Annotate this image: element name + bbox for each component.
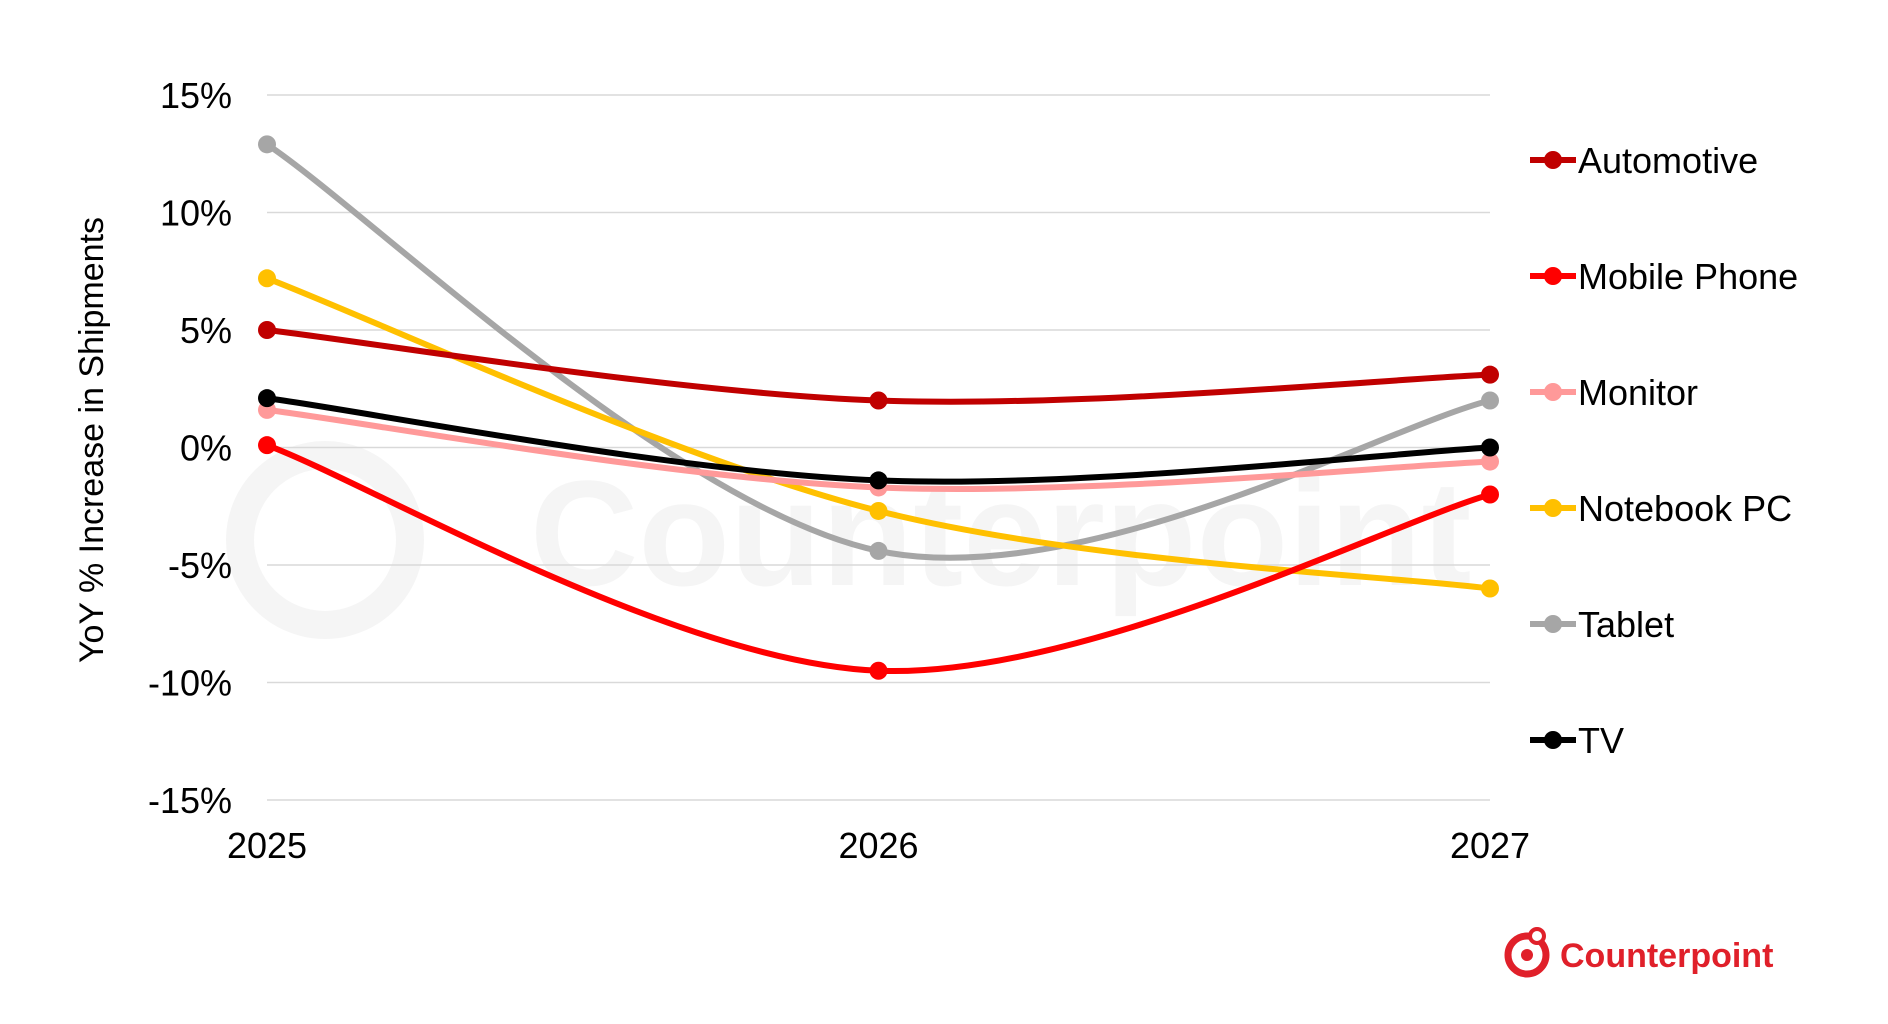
legend-item: Notebook PC	[1530, 488, 1792, 529]
y-tick-label: 5%	[180, 310, 232, 351]
legend-marker	[1544, 383, 1562, 401]
legend-label: Notebook PC	[1578, 488, 1792, 529]
data-point	[869, 661, 888, 680]
data-point	[1481, 391, 1499, 410]
x-tick-label: 2027	[1450, 825, 1530, 866]
y-axis-title: YoY % Increase in Shipments	[73, 217, 111, 663]
data-point	[258, 135, 276, 154]
data-point	[258, 269, 276, 288]
data-point	[258, 436, 276, 455]
series-line	[264, 327, 1493, 405]
y-tick-label: -10%	[148, 663, 232, 704]
series-automotive	[258, 321, 1499, 410]
y-tick-label: -5%	[168, 545, 232, 586]
legend-marker	[1544, 267, 1562, 285]
data-point	[1481, 438, 1499, 457]
data-point	[1481, 365, 1499, 384]
legend-item: Mobile Phone	[1530, 256, 1798, 297]
series-mobile-phone	[258, 436, 1499, 680]
x-axis-tick-labels: 2025 2026 2027	[227, 825, 1530, 866]
series-notebook-pc	[258, 269, 1499, 598]
data-point	[869, 501, 888, 520]
legend-item: Automotive	[1530, 140, 1758, 181]
counterpoint-logo-icon	[1504, 927, 1550, 978]
y-tick-label: 0%	[180, 428, 232, 469]
legend-label: Monitor	[1578, 372, 1698, 413]
legend-marker	[1544, 151, 1562, 169]
data-point	[1481, 485, 1499, 504]
y-tick-label: 10%	[160, 193, 232, 234]
legend-label: Tablet	[1578, 604, 1674, 645]
brand-logo-text: Counterpoint	[1560, 937, 1773, 975]
legend-label: TV	[1578, 720, 1624, 761]
legend-marker	[1544, 615, 1562, 633]
series-tv	[258, 389, 1499, 490]
y-tick-label: 15%	[160, 75, 232, 116]
data-point	[869, 471, 888, 490]
y-axis-tick-labels: 15% 10% 5% 0% -5% -10% -15%	[148, 75, 232, 821]
data-point	[869, 391, 888, 410]
legend-label: Automotive	[1578, 140, 1758, 181]
data-point	[258, 321, 276, 339]
legend-label: Mobile Phone	[1578, 256, 1798, 297]
data-point	[1481, 579, 1499, 598]
legend-item: TV	[1530, 720, 1624, 761]
series-lines	[258, 135, 1499, 680]
watermark: Counterpoint	[226, 441, 1471, 639]
data-point	[869, 541, 888, 560]
legend-marker	[1544, 499, 1562, 517]
watermark-logo-icon	[226, 441, 424, 639]
data-point	[1481, 452, 1499, 471]
legend-item: Monitor	[1530, 372, 1698, 413]
legend-marker	[1544, 731, 1562, 749]
x-tick-label: 2026	[838, 825, 918, 866]
legend: Automotive Mobile Phone Monitor Notebook PC…	[1530, 140, 1798, 761]
legend-item: Tablet	[1530, 604, 1674, 645]
grid	[267, 94, 1490, 801]
x-tick-label: 2025	[227, 825, 307, 866]
data-point	[258, 389, 276, 408]
y-tick-label: -15%	[148, 780, 232, 821]
brand-logo: Counterpoint	[1504, 927, 1773, 978]
